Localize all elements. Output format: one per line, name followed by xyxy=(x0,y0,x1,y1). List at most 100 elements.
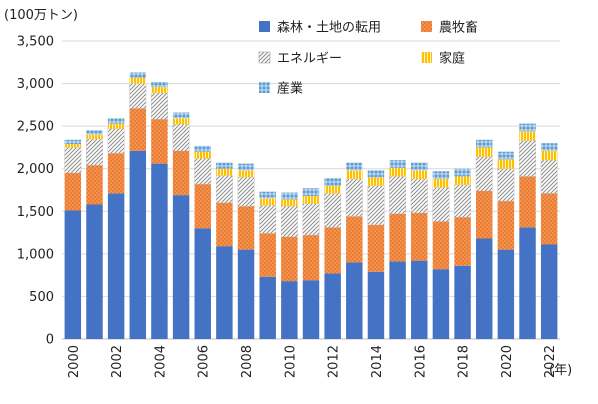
bar-segment xyxy=(324,273,341,339)
bar-segment xyxy=(281,236,298,282)
legend-swatch xyxy=(421,21,432,32)
bar-segment xyxy=(540,150,558,161)
bar-segment xyxy=(475,147,493,157)
bar-segment xyxy=(519,140,536,177)
bar-segment xyxy=(475,139,493,148)
bar-segment xyxy=(151,86,168,93)
bar-segment xyxy=(107,118,125,124)
y-tick-label: 2,500 xyxy=(17,120,54,135)
bar-segment xyxy=(497,168,515,202)
bar-stack-2017 xyxy=(432,171,450,339)
bar-segment xyxy=(259,198,276,206)
bar-segment xyxy=(129,83,147,109)
bar-segment xyxy=(475,190,493,239)
bar-stack-2013 xyxy=(345,162,363,339)
bar-segment xyxy=(497,159,515,169)
bar-segment xyxy=(389,213,406,262)
bar-segment xyxy=(389,261,406,339)
bar-stack-2003 xyxy=(129,72,147,339)
bars xyxy=(64,72,558,339)
bar-segment xyxy=(259,233,276,277)
bar-segment xyxy=(519,123,536,132)
bar-segment xyxy=(281,199,298,207)
bar-segment xyxy=(497,249,515,339)
x-tick-label: 2006 xyxy=(197,345,212,378)
y-tick-label: 1,500 xyxy=(17,205,54,220)
bar-segment xyxy=(216,162,233,169)
x-tick-label: 2020 xyxy=(500,345,515,378)
bar-segment xyxy=(172,195,190,339)
bar-segment xyxy=(454,168,471,177)
bar-segment xyxy=(237,163,255,171)
bar-segment xyxy=(129,108,147,151)
y-tick-label: 3,000 xyxy=(17,77,54,92)
bar-segment xyxy=(324,193,342,228)
bar-stack-2011 xyxy=(302,188,320,339)
legend-label: 森林・土地の転用 xyxy=(277,21,381,36)
bar-segment xyxy=(454,184,471,218)
bar-segment xyxy=(540,143,558,151)
bar-segment xyxy=(151,92,168,120)
bar-segment xyxy=(151,119,168,164)
bar-segment xyxy=(519,131,536,141)
legend-label: 農牧畜 xyxy=(439,20,478,36)
y-tick-label: 1,000 xyxy=(17,247,54,262)
bar-segment xyxy=(411,170,428,179)
bar-segment xyxy=(389,167,406,177)
bar-segment xyxy=(129,72,147,78)
bar-stack-2021 xyxy=(519,123,536,339)
bar-segment xyxy=(540,193,558,245)
legend-label: エネルギー xyxy=(277,52,342,67)
bar-stack-2004 xyxy=(151,81,168,339)
bar-segment xyxy=(194,158,212,185)
y-tick-label: 2,000 xyxy=(17,162,54,177)
bar-segment xyxy=(86,165,103,205)
bar-segment xyxy=(151,81,168,87)
bar-segment xyxy=(86,134,103,139)
y-tick-label: 0 xyxy=(46,333,54,348)
bar-segment xyxy=(194,228,211,339)
bar-stack-2007 xyxy=(215,162,233,339)
bar-segment xyxy=(346,262,363,339)
legend-swatch xyxy=(258,51,271,64)
bar-segment xyxy=(475,156,493,192)
bar-segment xyxy=(172,112,190,119)
bar-stack-2010 xyxy=(280,192,298,339)
legend-label: 家庭 xyxy=(439,51,465,67)
bar-segment xyxy=(64,210,82,339)
bar-segment xyxy=(107,128,125,154)
x-tick-label: 2014 xyxy=(370,345,385,378)
bar-segment xyxy=(497,151,515,160)
legend-swatch xyxy=(259,21,270,32)
bar-stack-2009 xyxy=(259,191,277,339)
bar-segment xyxy=(475,238,493,339)
x-tick-label: 2002 xyxy=(110,345,125,378)
bar-segment xyxy=(151,163,168,339)
bar-stack-2014 xyxy=(367,170,385,339)
bar-segment xyxy=(345,178,363,217)
bar-segment xyxy=(107,153,125,194)
bar-segment xyxy=(519,176,536,228)
bar-segment xyxy=(129,77,147,84)
bar-segment xyxy=(172,118,190,125)
bar-segment xyxy=(411,212,428,261)
bar-segment xyxy=(302,195,320,204)
bar-segment xyxy=(346,162,363,171)
bar-segment xyxy=(194,145,211,152)
bar-segment xyxy=(411,162,428,171)
bar-segment xyxy=(107,123,125,129)
bar-stack-2012 xyxy=(324,178,342,339)
x-axis-unit-label: (年) xyxy=(549,363,572,378)
bar-stack-2008 xyxy=(237,163,255,339)
bar-segment xyxy=(64,139,82,145)
bar-segment xyxy=(432,178,450,188)
y-tick-label: 3,500 xyxy=(17,35,54,50)
bar-segment xyxy=(454,265,471,339)
legend-item: 産業 xyxy=(259,81,303,97)
bar-segment xyxy=(64,144,82,148)
bar-segment xyxy=(237,170,255,178)
y-axis-ticks: 0 500 1,000 1,500 2,000 2,500 3,000 3,500 xyxy=(17,35,54,348)
bar-segment xyxy=(172,150,190,196)
bar-segment xyxy=(86,138,103,166)
